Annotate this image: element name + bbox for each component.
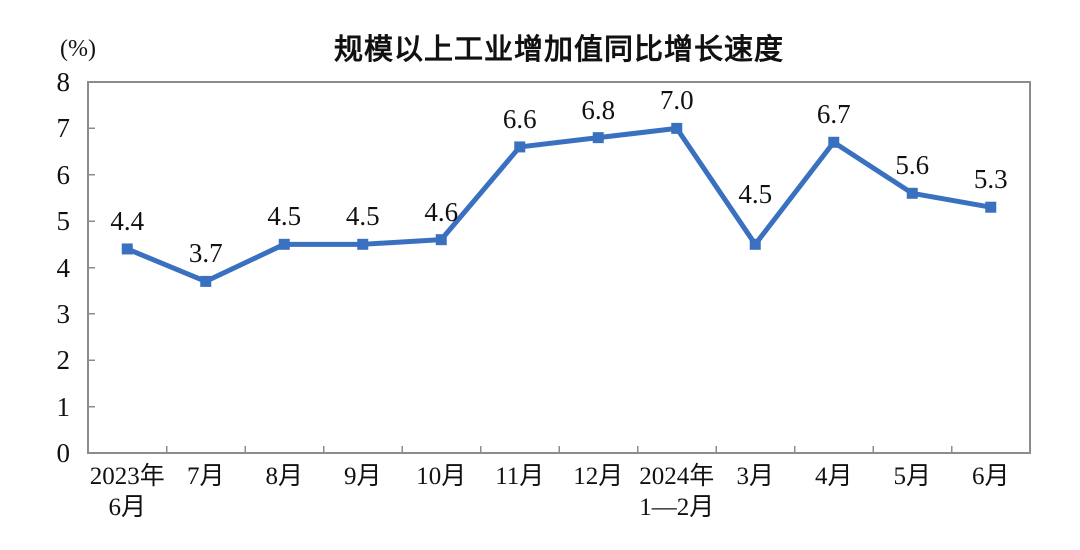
data-label: 4.4 xyxy=(110,205,145,236)
data-point-marker xyxy=(828,136,840,148)
data-label: 7.0 xyxy=(659,85,694,116)
data-point-marker xyxy=(278,238,290,250)
y-axis-tick-label: 8 xyxy=(56,67,71,97)
chart-title: 规模以上工业增加值同比增长速度 xyxy=(333,32,784,66)
x-axis-label: 6月 xyxy=(971,463,1010,490)
data-label: 3.7 xyxy=(188,238,223,269)
x-axis-label: 11月 xyxy=(495,463,545,490)
y-axis-tick-label: 6 xyxy=(56,159,71,190)
data-point-marker xyxy=(906,187,918,199)
data-point-marker xyxy=(200,275,212,287)
data-label: 6.7 xyxy=(816,99,851,130)
y-axis-tick-label: 4 xyxy=(56,252,71,283)
data-label: 5.6 xyxy=(895,150,930,181)
data-label: 5.3 xyxy=(973,164,1008,195)
data-point-marker xyxy=(357,238,369,250)
data-point-marker xyxy=(514,141,526,153)
x-axis-label: 2023年 6月 xyxy=(89,463,165,521)
data-label: 6.6 xyxy=(502,103,537,134)
x-axis-label: 9月 xyxy=(343,463,382,490)
data-label: 4.5 xyxy=(345,201,380,232)
data-label: 4.6 xyxy=(424,196,459,227)
y-axis-tick-label: 1 xyxy=(56,391,71,422)
data-point-marker xyxy=(435,234,447,246)
x-axis-label: 5月 xyxy=(893,463,931,490)
y-axis-tick-label: 2 xyxy=(56,345,71,376)
x-axis-label: 4月 xyxy=(814,463,853,490)
y-axis-tick-label: 5 xyxy=(56,206,71,237)
data-point-marker xyxy=(749,238,761,250)
y-axis-tick-label: 3 xyxy=(56,298,71,329)
x-axis-label: 12月 xyxy=(573,463,624,490)
data-label: 6.8 xyxy=(581,94,616,125)
y-axis-tick-label: 0 xyxy=(56,438,71,468)
data-point-marker xyxy=(592,132,604,144)
x-axis-label: 2024年 1—2月 xyxy=(639,463,715,521)
x-axis-label: 10月 xyxy=(416,463,467,490)
data-point-marker xyxy=(985,201,997,213)
data-label: 4.5 xyxy=(267,201,302,232)
data-label: 4.5 xyxy=(738,179,773,210)
y-axis-unit-label: (%) xyxy=(60,36,96,62)
data-point-marker xyxy=(671,122,683,134)
data-point-marker xyxy=(121,243,133,255)
y-axis-tick-label: 7 xyxy=(56,113,71,144)
data-line xyxy=(124,125,994,284)
x-axis-label: 3月 xyxy=(736,463,774,490)
x-axis-label: 7月 xyxy=(186,463,225,490)
x-axis-label: 8月 xyxy=(265,463,303,490)
